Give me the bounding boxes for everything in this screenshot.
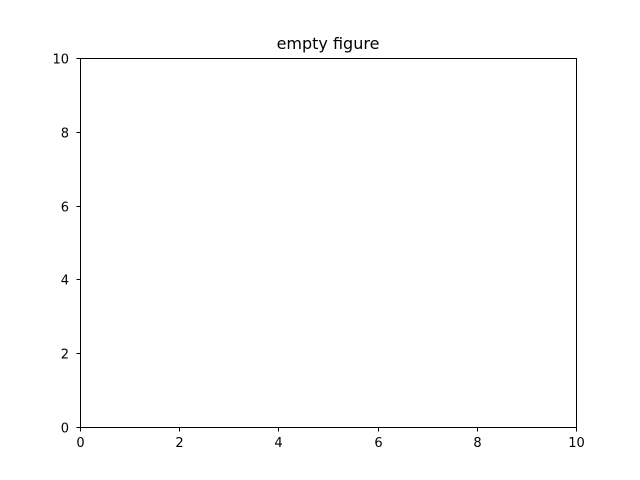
x-tick-label: 10: [568, 436, 585, 451]
x-tick-label: 6: [374, 436, 382, 451]
x-tick-label: 0: [76, 436, 84, 451]
y-tick-label: 6: [61, 201, 69, 216]
x-axis: 0 2 4 6 8 10: [76, 427, 585, 451]
x-tick-label: 2: [175, 436, 183, 451]
x-tick-label: 4: [274, 436, 282, 451]
chart-title: empty figure: [277, 34, 380, 53]
axes-frame: [80, 58, 577, 428]
y-tick-label: 0: [61, 422, 69, 437]
y-tick-label: 4: [61, 274, 69, 289]
y-tick-label: 10: [52, 53, 69, 68]
x-tick-label: 8: [473, 436, 481, 451]
y-axis: 0 2 4 6 8 10: [52, 53, 81, 437]
y-tick-label: 2: [61, 348, 69, 363]
y-tick-label: 8: [61, 127, 69, 142]
